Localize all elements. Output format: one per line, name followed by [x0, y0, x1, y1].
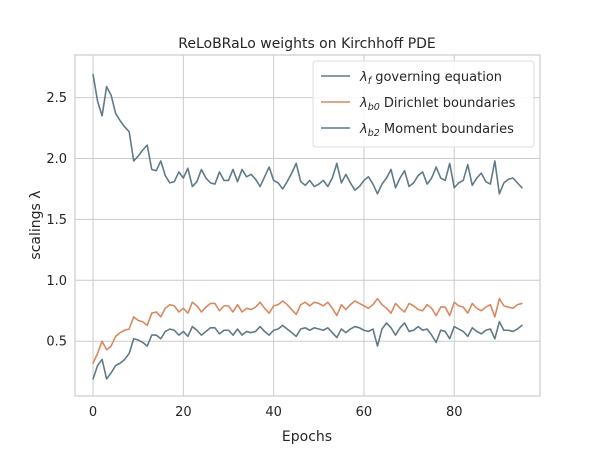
legend: λf governing equation λb0 Dirichlet bound…	[312, 60, 535, 148]
legend-box	[312, 60, 535, 148]
series-line-2	[92, 320, 523, 380]
y-tick-label: 1.5	[46, 213, 67, 228]
series-line-1	[92, 297, 523, 364]
x-tick-label: 0	[89, 405, 97, 420]
y-axis-label: scalings λ	[28, 190, 44, 259]
legend-entry: λf governing equation	[359, 70, 502, 87]
x-axis-label: Epochs	[282, 429, 332, 445]
plot-frame	[74, 54, 541, 397]
y-tick-label: 2.5	[46, 91, 67, 106]
x-tick-label: 80	[446, 405, 463, 420]
y-tick-label: 1.0	[46, 274, 67, 289]
legend-entry: λb2 Moment boundaries	[359, 122, 514, 139]
x-tick-label: 20	[175, 405, 192, 420]
series-lines	[92, 73, 523, 380]
tick-labels: 0 20 40 60 80 0.5 1.0 1.5 2.0 2.5	[46, 91, 462, 420]
x-tick-label: 40	[265, 405, 282, 420]
legend-entry: λb0 Dirichlet boundaries	[359, 96, 516, 113]
series-line-0	[92, 73, 523, 195]
y-tick-label: 0.5	[46, 335, 67, 350]
x-tick-label: 60	[356, 405, 373, 420]
chart-title: ReLoBRaLo weights on Kirchhoff PDE	[178, 36, 436, 52]
y-tick-label: 2.0	[46, 152, 67, 167]
